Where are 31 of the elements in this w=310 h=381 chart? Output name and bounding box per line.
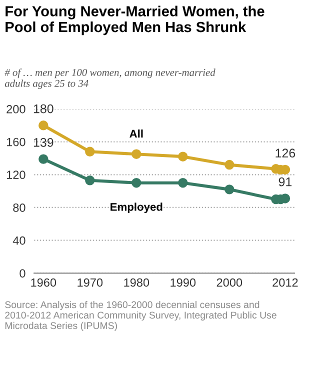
y-tick-label: 0	[20, 269, 26, 278]
x-tick-label: 1970	[78, 278, 103, 287]
y-tick-label: 200	[6, 105, 26, 114]
x-tick-label: 2012	[272, 278, 298, 287]
x-tick-label: 2000	[216, 278, 242, 287]
data-label: 139	[34, 138, 54, 147]
source-note: Source: Analysis of the 1960-2000 decennial censuses and 2010-2012 American Community Survey, Integrated Public Use Microdata Series (IPUMS)	[5, 300, 276, 331]
y-tick-label: 40	[12, 236, 26, 245]
y-tick-label: 80	[13, 204, 26, 212]
x-tick-label: 1960	[31, 278, 56, 287]
chart-title: For Young Never-Married Women, the Pool of Employed Men Has Shrunk	[6, 6, 264, 36]
series-label: All	[130, 130, 143, 138]
data-label: 126	[276, 148, 296, 158]
data-label: 91	[278, 177, 292, 186]
y-tick-label: 160	[6, 138, 26, 146]
point	[38, 154, 48, 164]
y-tick-label: 120	[6, 170, 26, 180]
point	[85, 176, 95, 186]
point	[85, 146, 95, 157]
chart-subtitle: # of … men per 100 women, among never-married adults ages 25 to 34	[4, 68, 216, 90]
point	[224, 160, 234, 170]
point	[38, 120, 48, 130]
x-tick-label: 1990	[170, 278, 196, 287]
series-label: Employed	[110, 202, 162, 214]
point	[132, 178, 142, 188]
point	[178, 178, 188, 188]
data-label: 180	[34, 104, 54, 114]
x-tick-label: 1980	[124, 278, 150, 287]
point	[132, 149, 142, 159]
point	[224, 184, 234, 194]
point	[178, 152, 188, 162]
